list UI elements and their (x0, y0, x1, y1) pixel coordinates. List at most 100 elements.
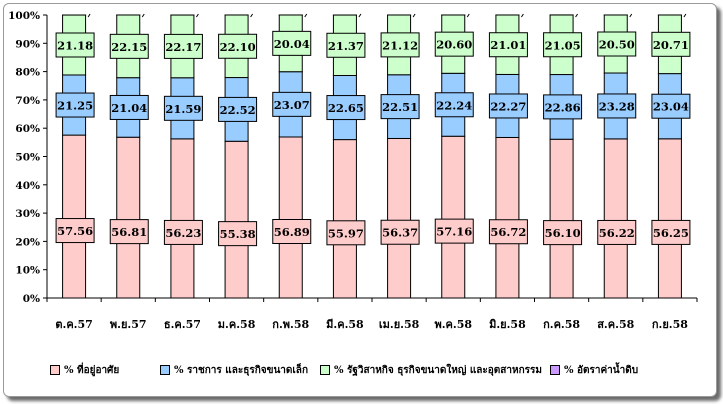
data-label-leader (358, 13, 362, 18)
bar-segment (657, 138, 682, 299)
data-label: 23.07 (274, 98, 310, 112)
data-label-leader (196, 13, 199, 18)
bar-segment (441, 135, 466, 299)
data-label-leader (412, 13, 416, 18)
legend-item: % อัตราค่าน้ำดิบ (550, 362, 638, 378)
x-category-label: ม.ค.58 (218, 318, 256, 331)
data-label: 22.65 (328, 101, 364, 115)
data-label-box (218, 33, 258, 59)
data-label-box (163, 33, 203, 59)
chart-axes: 0% 10% 20% 30% 40% 50% 60% 70% 80% 90% 100% ต.ค.57 พ… (8, 10, 698, 331)
data-label: 20.60 (436, 38, 472, 52)
legend-label: % ที่อยู่อาศัย (64, 364, 120, 376)
y-tick-label: 80% (15, 67, 40, 79)
data-label: 57.56 (57, 224, 93, 238)
data-label: 23.04 (653, 100, 689, 114)
data-label: 57.16 (436, 225, 472, 239)
y-tick-label: 100% (8, 10, 40, 22)
data-label: 20.71 (653, 38, 689, 52)
data-label-box (163, 219, 203, 245)
data-label-box (272, 30, 312, 56)
bar-segment (549, 138, 574, 299)
data-label-box (326, 220, 366, 246)
y-tick-label: 10% (15, 265, 40, 277)
legend-item: % ราชการ และธุรกิจขนาดเล็ก (160, 362, 308, 378)
data-label-box (651, 219, 691, 245)
data-label: 21.59 (165, 102, 201, 116)
data-label-box (272, 91, 312, 117)
bar-segment (116, 136, 141, 299)
legend-swatch (320, 365, 330, 375)
y-tick-label: 40% (15, 180, 40, 192)
data-label-box (434, 218, 474, 244)
data-label: 22.17 (165, 40, 201, 54)
data-label: 55.38 (220, 227, 256, 241)
data-label-box (380, 219, 420, 245)
data-label-box (434, 92, 474, 118)
bar-segment (387, 137, 412, 299)
data-label: 56.22 (599, 226, 635, 240)
x-category-label: ต.ค.57 (55, 318, 92, 331)
x-category-label: เม.ย.58 (379, 318, 420, 331)
data-label: 56.10 (545, 226, 581, 240)
data-label: 56.37 (382, 226, 418, 240)
x-category-label: ก.ย.58 (652, 318, 688, 331)
data-label-box (651, 31, 691, 57)
legend-label: % รัฐวิสาหกิจ ธุรกิจขนาดใหญ่ และอุตสาหกร… (334, 364, 542, 376)
data-label-box (488, 32, 528, 58)
chart-data-labels: 57.56 21.25 21.18 56.81 21.04 22.15 56.23 21.59… (55, 13, 691, 247)
data-label-box (163, 95, 203, 121)
data-label: 56.25 (653, 226, 689, 240)
data-label: 21.18 (57, 38, 93, 52)
y-tick-label: 0% (23, 293, 40, 305)
bar-segment (278, 136, 303, 299)
data-label: 21.04 (111, 101, 147, 115)
data-label: 22.51 (382, 100, 418, 114)
chart-bars (62, 14, 682, 299)
y-tick-label: 70% (15, 95, 40, 107)
data-label-leader (250, 13, 253, 18)
data-label: 56.81 (111, 225, 147, 239)
data-label-box (109, 219, 149, 245)
data-label: 23.28 (599, 99, 635, 113)
data-label-leader (629, 13, 633, 18)
x-category-label: พ.ค.58 (434, 318, 472, 331)
x-category-label: ส.ค.58 (597, 318, 634, 331)
data-label: 21.37 (328, 39, 364, 53)
data-label: 20.04 (274, 37, 310, 51)
data-label-box (380, 94, 420, 120)
x-category-label: พ.ย.57 (110, 318, 147, 331)
legend-swatch (160, 365, 170, 375)
bar-segment (332, 139, 357, 299)
data-label: 22.10 (220, 40, 256, 54)
data-label-box (326, 95, 366, 121)
data-label-box (272, 219, 312, 245)
bar-segment (62, 134, 87, 299)
data-label-box (55, 32, 95, 58)
x-category-label: มิ.ย.58 (489, 318, 526, 331)
legend-swatch (50, 365, 60, 375)
data-label-leader (683, 13, 687, 18)
x-category-label: มี.ค.58 (326, 318, 364, 331)
data-label: 21.05 (545, 38, 581, 52)
y-tick-label: 30% (15, 208, 40, 220)
data-label-box (543, 32, 583, 58)
data-label-box (218, 221, 258, 247)
data-label: 21.12 (382, 38, 418, 52)
legend-item: % รัฐวิสาหกิจ ธุรกิจขนาดใหญ่ และอุตสาหกร… (320, 362, 542, 378)
x-category-label: ก.ค.58 (543, 318, 580, 331)
data-label-leader (304, 13, 308, 18)
data-label: 22.27 (490, 99, 526, 113)
data-label: 22.52 (220, 103, 256, 117)
data-label: 55.97 (328, 226, 364, 240)
data-label-box (218, 96, 258, 122)
x-category-label: ก.พ.58 (272, 318, 309, 331)
data-label-box (380, 32, 420, 58)
legend-item: % ที่อยู่อาศัย (50, 362, 119, 378)
data-label-leader (141, 13, 145, 18)
y-tick-label: 20% (15, 236, 40, 248)
data-label-box (597, 219, 637, 245)
data-label-box (109, 33, 149, 59)
data-label: 22.86 (545, 100, 581, 114)
